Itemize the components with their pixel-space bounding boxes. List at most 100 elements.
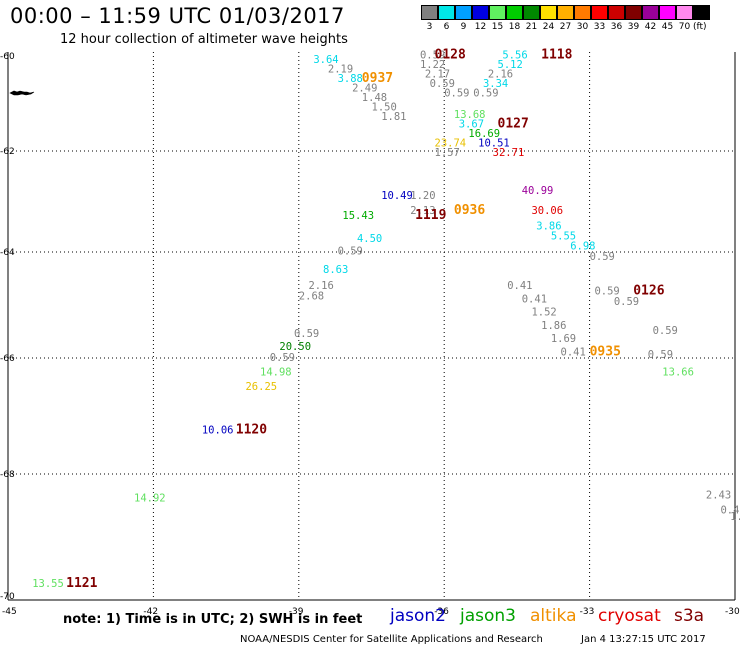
- wave-height-label: 15.43: [342, 210, 374, 222]
- wave-height-label: 20.50: [279, 341, 311, 353]
- color-swatch: [642, 5, 659, 20]
- wave-height-label: 5.56: [502, 49, 527, 61]
- wave-height-label: 0.41: [522, 293, 547, 305]
- wave-height-label: 3.34: [483, 78, 508, 90]
- color-swatch: [506, 5, 523, 20]
- wave-height-label: 0.59: [338, 246, 363, 258]
- wave-height-label: 2.16: [308, 280, 333, 292]
- wave-height-label: 26.25: [245, 381, 277, 393]
- wave-height-label: 0.59: [270, 352, 295, 364]
- wave-height-label: 1.48: [362, 92, 387, 104]
- pass-time-label: 0935: [590, 344, 621, 359]
- wave-height-label: 2.17: [425, 68, 450, 80]
- color-swatch: [472, 5, 489, 20]
- wave-height-label: 1.20: [410, 190, 435, 202]
- wave-height-label: 1.45: [730, 511, 740, 523]
- color-swatch: [574, 5, 591, 20]
- wave-height-label: 3.88: [338, 73, 363, 85]
- color-swatch: [557, 5, 574, 20]
- wave-height-label: 0.41: [561, 346, 586, 358]
- wave-height-label: 1.57: [435, 147, 460, 159]
- longitude-tick-label: -36: [434, 607, 449, 617]
- legend-entry-cryosat: cryosat: [598, 606, 661, 626]
- color-swatch: [659, 5, 676, 20]
- wave-height-label: 30.06: [531, 205, 563, 217]
- pass-time-label: 1118: [541, 47, 572, 62]
- color-scale-label: 30: [576, 22, 589, 32]
- wave-height-label: 2.19: [328, 64, 353, 76]
- generation-date: Jan 4 13:27:15 UTC 2017: [581, 634, 706, 645]
- wave-height-label: 8.63: [323, 264, 348, 276]
- wave-height-label: 1.52: [531, 307, 556, 319]
- wave-height-label: 0.59: [473, 87, 498, 99]
- map-subtitle: 12 hour collection of altimeter wave hei…: [60, 32, 348, 47]
- wave-height-label: 0.59: [594, 285, 619, 297]
- latitude-tick-label: -68: [0, 470, 15, 480]
- wave-height-label: 1.69: [551, 333, 576, 345]
- wave-height-label: 16.69: [468, 128, 500, 140]
- wave-height-label: 2.13: [410, 205, 435, 217]
- pass-time-label: 0937: [362, 71, 393, 86]
- color-scale-label: 12: [474, 22, 487, 32]
- wave-height-label: 2.43: [706, 489, 731, 501]
- latitude-tick-label: -62: [0, 147, 15, 157]
- color-scale-label: 21: [525, 22, 538, 32]
- legend-entry-jason3: jason3: [460, 606, 516, 626]
- wave-height-label: 14.98: [260, 366, 292, 378]
- latitude-tick-label: -60: [0, 52, 15, 62]
- wave-height-label: 13.66: [662, 366, 694, 378]
- wave-height-label: 5.12: [498, 59, 523, 71]
- wave-height-label: 3.67: [459, 118, 484, 130]
- credit-line: NOAA/NESDIS Center for Satellite Applica…: [240, 634, 543, 645]
- color-scale-unit: (ft): [693, 22, 707, 32]
- footer-note: note: 1) Time is in UTC; 2) SWH is in fe…: [63, 612, 363, 627]
- wave-height-label: 0.59: [430, 78, 455, 90]
- wave-height-label: 1.81: [381, 111, 406, 123]
- pass-time-label: 1120: [236, 422, 267, 437]
- latitude-tick-label: -64: [0, 248, 15, 258]
- wave-height-label: 2.16: [488, 68, 513, 80]
- wave-height-label: 0.59: [614, 296, 639, 308]
- latitude-tick-label: -66: [0, 354, 15, 364]
- wave-height-label: 40.99: [522, 185, 554, 197]
- wave-height-label: 10.06: [202, 424, 234, 436]
- wave-height-label: 0.41: [507, 280, 532, 292]
- color-scale-label: 15: [491, 22, 504, 32]
- wave-height-label: 1.22: [420, 59, 445, 71]
- wave-height-label: 0.41: [720, 505, 740, 517]
- wave-height-label: 0.59: [648, 349, 673, 361]
- map-title: 00:00 – 11:59 UTC 01/03/2017: [10, 4, 345, 28]
- color-swatch: [540, 5, 557, 20]
- color-scale-label: 39: [627, 22, 640, 32]
- longitude-tick-label: -30: [725, 607, 740, 617]
- color-swatch: [438, 5, 455, 20]
- wave-height-label: 13.68: [454, 109, 486, 121]
- color-scale-label: 42: [644, 22, 657, 32]
- wave-height-label: 2.49: [352, 83, 377, 95]
- legend-entry-jason2: jason2: [390, 606, 446, 626]
- color-swatch: [591, 5, 608, 20]
- color-swatch: [676, 5, 693, 20]
- color-scale-label: 18: [508, 22, 521, 32]
- color-scale-label: 27: [559, 22, 572, 32]
- color-scale-label: 33: [593, 22, 606, 32]
- longitude-tick-label: -33: [580, 607, 595, 617]
- latitude-tick-label: -70: [0, 592, 15, 602]
- wave-height-label: 10.51: [478, 137, 510, 149]
- color-swatch: [421, 5, 438, 20]
- pass-time-label: 1119: [415, 208, 446, 223]
- wave-height-label: 1.86: [541, 320, 566, 332]
- color-swatch: [523, 5, 540, 20]
- pass-time-label: 1121: [66, 576, 97, 591]
- wave-height-label: 5.55: [551, 230, 576, 242]
- wave-height-label: 23.74: [435, 137, 467, 149]
- wave-height-label: 0.59: [444, 87, 469, 99]
- longitude-tick-label: -45: [2, 607, 17, 617]
- pass-time-label: 0128: [435, 47, 466, 62]
- legend-entry-altika: altika: [530, 606, 577, 626]
- longitude-tick-label: -42: [143, 607, 158, 617]
- wave-height-label: 3.64: [313, 54, 338, 66]
- island-shape: [9, 90, 35, 96]
- color-scale-label: 70: [678, 22, 691, 32]
- color-scale-label: 9: [460, 22, 467, 32]
